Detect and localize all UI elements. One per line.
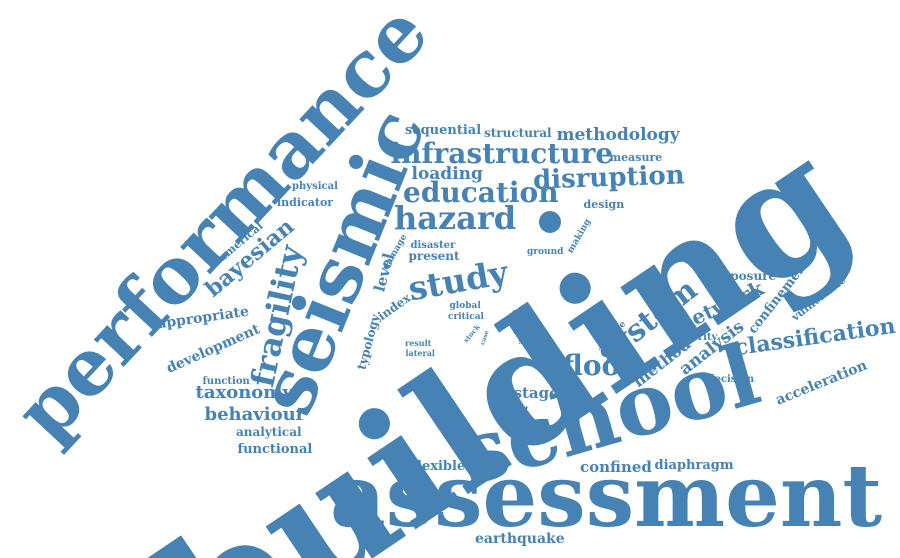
word-design: design [583,197,625,211]
word-index: index [375,290,414,324]
word-acceleration: acceleration [773,357,869,409]
word-measure: measure [609,150,663,164]
word-behaviour: behaviour [204,404,306,425]
word-education: education [403,176,559,209]
word-indicator: indicator [277,195,334,209]
word-hazard: hazard [394,199,517,237]
word-diaphragm: diaphragm [654,457,734,473]
word-loading: loading [411,163,483,184]
word-infrastructure: infrastructure [390,137,614,170]
word-global: global [449,300,481,311]
word-sequential: sequential [405,122,482,138]
word-analytical: analytical [236,425,302,439]
word-taxonomy: taxonomy [195,382,293,403]
word-function: function [202,376,250,387]
word-stage: stage [513,383,559,402]
word-confined: confined [580,457,652,476]
word-majority: majority [670,332,718,343]
word-result: result [405,338,432,348]
word-ground: ground [527,246,564,257]
word-present: present [408,249,460,263]
word-disruption: disruption [532,160,686,196]
word-world: world [512,326,538,336]
word-assessment: assessment [330,446,883,547]
word-physical: physical [292,181,338,192]
word-flood: flood [562,349,640,382]
word-critical: critical [448,311,484,322]
word-exposure: exposure [715,269,777,283]
word-functional: functional [237,441,313,457]
word-decision: decision [707,374,755,385]
word-project: project [497,404,529,414]
word-earthquake: earthquake [475,531,565,547]
word-methodology: methodology [556,124,680,145]
word-flexible: flexible [412,458,466,474]
word-disaster: disaster [410,240,456,251]
word-lateral: lateral [405,348,435,358]
word-static: static [518,336,544,346]
word-structural: structural [484,126,552,140]
dot-mark [539,211,561,233]
